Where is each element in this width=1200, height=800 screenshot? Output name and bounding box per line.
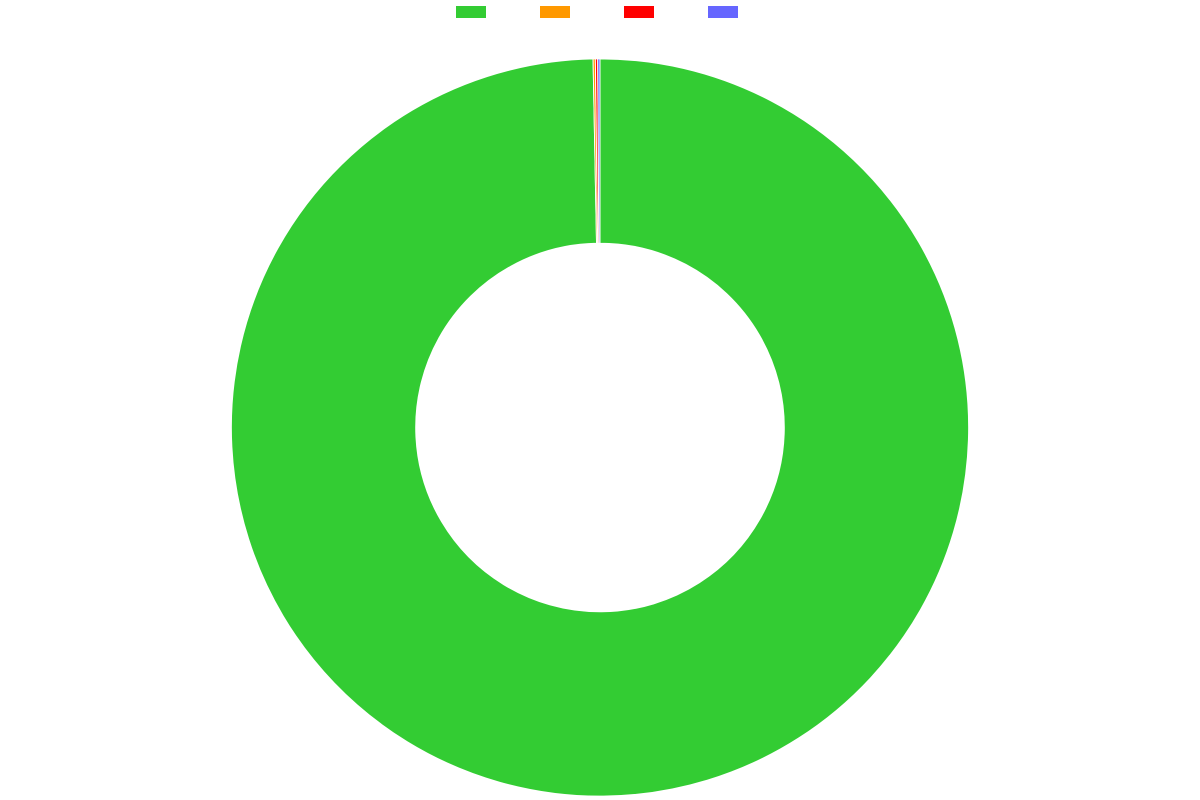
legend-item [708, 6, 744, 18]
legend [456, 6, 744, 18]
chart-container [0, 0, 1200, 800]
legend-item [456, 6, 492, 18]
legend-swatch [456, 6, 486, 18]
legend-swatch [708, 6, 738, 18]
donut-chart [0, 28, 1200, 800]
legend-swatch [540, 6, 570, 18]
legend-swatch [624, 6, 654, 18]
legend-item [624, 6, 660, 18]
legend-item [540, 6, 576, 18]
donut-svg [0, 28, 1200, 800]
